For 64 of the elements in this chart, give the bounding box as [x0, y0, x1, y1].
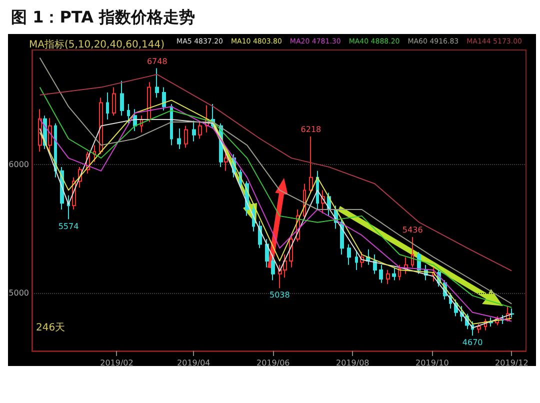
candlestick [379, 264, 383, 284]
x-tick-label: 2019/06 [256, 358, 290, 368]
candlestick [120, 80, 124, 116]
x-tick-label: 2019/10 [416, 358, 449, 368]
candlestick [347, 244, 351, 266]
candlestick [506, 305, 510, 321]
x-tick-label: 2019/04 [177, 358, 210, 368]
annotation: 5038 [269, 290, 290, 300]
candlestick [265, 238, 269, 268]
candlestick [271, 254, 275, 281]
candlestick [140, 115, 143, 133]
y-tick-label: 6000 [8, 160, 29, 169]
line-series [39, 74, 512, 272]
candlestick [127, 104, 130, 124]
x-tick-label: 2019/12 [495, 358, 528, 368]
x-tick-label: 2019/08 [336, 358, 370, 368]
candlestick [398, 264, 401, 281]
candlestick [510, 308, 514, 318]
candlestick [392, 266, 396, 281]
candlestick [296, 209, 300, 242]
chart-title: 图 1：PTA 指数价格走势 [11, 8, 196, 26]
candlestick [224, 151, 228, 172]
candlestick [404, 256, 408, 274]
candlestick [38, 108, 42, 152]
candlestick [360, 251, 364, 268]
candlestick [386, 269, 390, 285]
candlestick [289, 234, 293, 268]
annotation: 6748 [146, 56, 168, 66]
annotation: 5436 [402, 226, 423, 235]
candlestick [78, 166, 82, 188]
annotation: 4670 [462, 338, 483, 348]
candlestick [321, 190, 325, 214]
y-tick-label: 5000 [8, 288, 29, 298]
candlestick [432, 266, 435, 282]
candlestick [411, 236, 414, 268]
candlestick [67, 194, 70, 220]
candlestick [147, 82, 151, 123]
candlestick [477, 323, 481, 334]
candlestick [184, 125, 188, 148]
annotation: 6218 [300, 124, 322, 134]
candlestick [495, 316, 499, 326]
candlestick [86, 151, 90, 174]
candlestick [252, 202, 255, 232]
candlestick [177, 128, 181, 150]
candlestick [484, 318, 487, 331]
candlestick [309, 136, 313, 194]
candlestick [303, 183, 306, 220]
candlestick [48, 118, 52, 152]
annotation: 5574 [58, 222, 79, 231]
candlestick [373, 254, 377, 274]
candlestick [355, 250, 358, 270]
candlestick [198, 122, 202, 140]
candlestick [192, 120, 196, 142]
candlestick [205, 104, 209, 133]
candlestick [106, 92, 109, 120]
candlestick [112, 86, 116, 116]
candlestick [93, 144, 96, 162]
legend-title: MA指标(5,10,20,40,60,144) [29, 38, 165, 50]
x-tick-label: 2019/02 [100, 358, 134, 368]
candlestick [155, 68, 159, 98]
candlestick [99, 97, 103, 155]
annotation: 246天 [36, 322, 66, 334]
candlestick [162, 86, 166, 111]
candlestick [72, 176, 76, 210]
